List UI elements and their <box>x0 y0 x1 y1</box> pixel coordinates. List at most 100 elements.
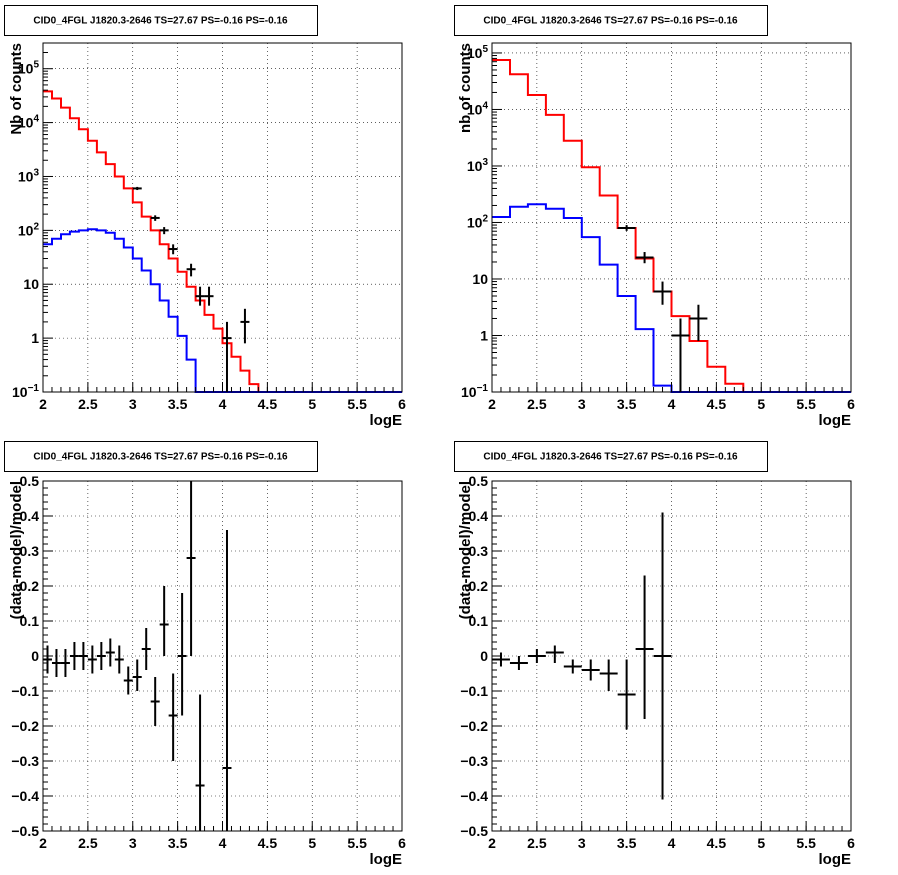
y-tick-label: 0.5 <box>20 473 40 489</box>
data-point <box>492 652 510 667</box>
y-tick-label: 105 <box>18 60 40 77</box>
data-point <box>671 318 690 392</box>
y-tick-label: 102 <box>467 213 489 230</box>
chart-title: CID0_4FGL J1820.3-2646 TS=27.67 PS=-0.16… <box>483 16 738 27</box>
x-tick-label: 2 <box>39 835 47 851</box>
y-tick-label: 103 <box>18 167 40 184</box>
data-point <box>617 225 636 231</box>
data-point <box>123 666 133 695</box>
x-tick-label: 4.5 <box>707 396 727 412</box>
chart-panel-4: CID0_4FGL J1820.3-2646 TS=27.67 PS=-0.16… <box>454 441 855 868</box>
data-point <box>141 628 151 670</box>
data-point <box>195 286 205 306</box>
x-axis-label: logE <box>370 412 403 429</box>
histogram-series-1 <box>43 90 402 393</box>
y-tick-label: −0.1 <box>460 683 488 699</box>
x-tick-label: 3 <box>578 396 586 412</box>
x-tick-label: 4 <box>668 396 676 412</box>
x-tick-label: 4.5 <box>258 396 278 412</box>
chart-panel-1: CID0_4FGL J1820.3-2646 TS=27.67 PS=-0.16… <box>4 5 406 429</box>
chart-title-box: CID0_4FGL J1820.3-2646 TS=27.67 PS=-0.16… <box>454 441 768 472</box>
chart-title-box: CID0_4FGL J1820.3-2646 TS=27.67 PS=-0.16… <box>454 5 768 36</box>
y-tick-label: 10 <box>23 276 39 292</box>
data-point <box>177 593 187 716</box>
x-axis-label: logE <box>370 851 403 868</box>
x-tick-label: 5 <box>757 835 765 851</box>
x-axis-ticks: 2 2.5 3 3.5 4 4.5 5 5.5 6 <box>39 382 406 412</box>
data-points <box>43 481 232 831</box>
chart-title: CID0_4FGL J1820.3-2646 TS=27.67 PS=-0.16… <box>33 16 288 27</box>
data-point <box>96 642 106 670</box>
data-point <box>653 281 672 305</box>
data-point <box>617 659 636 730</box>
y-axis-label: Nb of counts <box>8 43 25 135</box>
y-tick-label: 104 <box>18 114 40 131</box>
data-point <box>195 694 205 831</box>
x-tick-label: 2 <box>488 835 496 851</box>
title-box-border <box>454 5 768 36</box>
x-tick-label: 4 <box>219 396 227 412</box>
y-tick-label: −0.2 <box>460 718 488 734</box>
x-tick-label: 5.5 <box>796 835 816 851</box>
x-tick-label: 4.5 <box>258 835 278 851</box>
y-axis-ticks: 10−1 1 10 102 103 104 105 <box>461 44 502 400</box>
x-tick-label: 5.5 <box>796 396 816 412</box>
data-point <box>132 659 142 691</box>
y-tick-label: 1 <box>480 327 488 343</box>
x-tick-label: 5.5 <box>347 835 367 851</box>
data-point <box>69 642 79 670</box>
x-tick-label: 6 <box>398 835 406 851</box>
y-tick-label: 0.3 <box>469 543 489 559</box>
y-tick-label: −0.4 <box>460 788 488 804</box>
data-point <box>527 649 546 663</box>
title-box-border <box>4 441 318 472</box>
x-tick-label: 6 <box>847 835 855 851</box>
data-points <box>492 512 672 800</box>
y-tick-label: 0.2 <box>469 578 489 594</box>
y-tick-label: −0.5 <box>11 823 39 839</box>
data-point <box>563 659 582 674</box>
y-tick-label: −0.3 <box>11 753 39 769</box>
x-tick-label: 2.5 <box>78 835 98 851</box>
data-point <box>51 649 61 677</box>
y-axis-label: (data-model)/model <box>457 481 474 619</box>
x-tick-label: 3.5 <box>168 835 188 851</box>
data-points <box>617 225 708 392</box>
y-tick-label: 1 <box>31 330 39 346</box>
chart-panel-2: CID0_4FGL J1820.3-2646 TS=27.67 PS=-0.16… <box>454 5 855 429</box>
y-tick-label: 0.4 <box>469 508 489 524</box>
x-tick-label: 3 <box>129 835 137 851</box>
y-tick-label: 0.4 <box>20 508 40 524</box>
y-tick-label: −0.3 <box>460 753 488 769</box>
y-tick-label: 0.5 <box>469 473 489 489</box>
x-axis-ticks: 2 2.5 3 3.5 4 4.5 5 5.5 6 <box>39 821 406 851</box>
y-tick-label: 0 <box>480 648 488 664</box>
x-tick-label: 5 <box>308 396 316 412</box>
x-axis-ticks: 2 2.5 3 3.5 4 4.5 5 5.5 6 <box>488 821 855 851</box>
x-tick-label: 2.5 <box>527 396 547 412</box>
title-box-border <box>4 5 318 36</box>
data-point <box>635 252 654 264</box>
chart-title-box: CID0_4FGL J1820.3-2646 TS=27.67 PS=-0.16… <box>4 5 318 36</box>
data-point <box>114 645 124 674</box>
chart-title: CID0_4FGL J1820.3-2646 TS=27.67 PS=-0.16… <box>33 452 288 463</box>
x-tick-label: 4 <box>668 835 676 851</box>
data-point <box>78 642 88 670</box>
y-tick-label: −0.5 <box>460 823 488 839</box>
x-tick-label: 3.5 <box>617 835 637 851</box>
y-tick-label: 0.1 <box>20 613 40 629</box>
data-point <box>168 244 178 255</box>
data-point <box>222 530 232 831</box>
chart-title-box: CID0_4FGL J1820.3-2646 TS=27.67 PS=-0.16… <box>4 441 318 472</box>
data-point <box>653 512 672 800</box>
x-tick-label: 2 <box>488 396 496 412</box>
data-point <box>43 645 52 674</box>
x-tick-label: 3.5 <box>617 396 637 412</box>
data-point <box>186 263 196 277</box>
y-axis-ticks: 10−1 1 10 102 103 104 105 <box>12 51 53 400</box>
y-tick-label: 10−1 <box>461 383 488 400</box>
data-point <box>635 575 654 719</box>
x-tick-label: 6 <box>398 396 406 412</box>
y-tick-label: 0.1 <box>469 613 489 629</box>
y-tick-label: 102 <box>18 221 40 238</box>
